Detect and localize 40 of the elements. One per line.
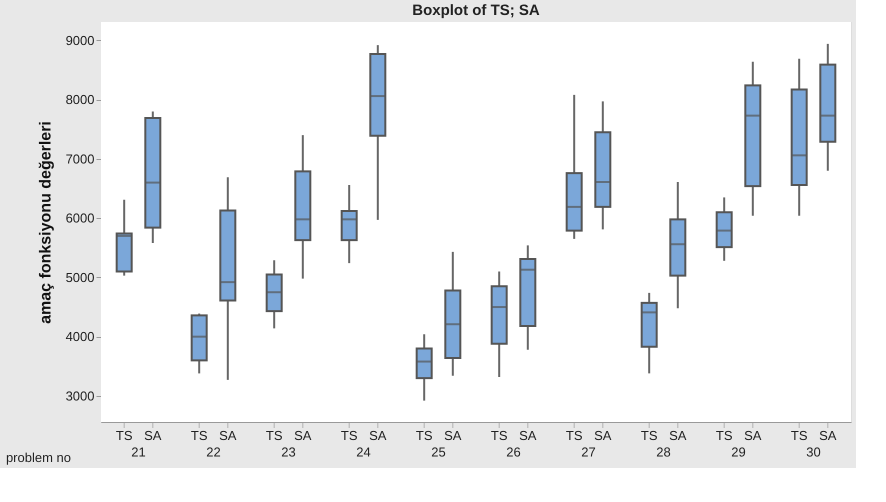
x-tick-label: SA	[444, 428, 462, 443]
text: 30	[806, 444, 821, 460]
x-tick-label: TS	[716, 428, 733, 443]
y-tick-label: 5000	[66, 270, 94, 285]
x-tick-label: SA	[744, 428, 762, 443]
y-tick-label: 7000	[66, 151, 94, 166]
x-tick-label: SA	[594, 428, 612, 443]
y-tick-label: 9000	[66, 32, 94, 48]
text: 22	[206, 444, 221, 460]
y-tick-label: 8000	[66, 92, 94, 108]
x-axis-title: problem no	[6, 450, 71, 465]
text: 25	[431, 444, 446, 460]
x-tick-label: TS	[116, 428, 133, 443]
text: 29	[731, 444, 746, 460]
x-tick-label: TS	[490, 428, 508, 443]
x-tick-label: SA	[369, 428, 387, 443]
y-tick-label: 4000	[66, 329, 94, 344]
text: 24	[356, 444, 371, 460]
x-tick-label: SA	[519, 428, 537, 443]
x-tick-label: TS	[790, 428, 808, 443]
chart-title: Boxplot of TS; SA	[412, 2, 540, 19]
x-tick-label: SA	[219, 428, 237, 443]
text: 28	[656, 444, 671, 460]
y-tick-label: 3000	[66, 388, 94, 404]
x-tick-label: SA	[144, 428, 162, 443]
text: 27	[581, 444, 596, 460]
x-tick-label: SA	[669, 428, 687, 443]
x-tick-label: TS	[266, 428, 283, 443]
x-tick-label: SA	[819, 428, 837, 443]
x-tick-label: TS	[640, 428, 658, 443]
x-tick-label: TS	[416, 428, 433, 443]
y-axis-title: amaç fonksiyonu değerleri	[38, 121, 55, 324]
x-tick-label: TS	[340, 428, 358, 443]
x-tick-label: SA	[294, 428, 312, 443]
x-tick-label: TS	[190, 428, 208, 443]
x-tick-label: TS	[566, 428, 583, 443]
text: 26	[506, 444, 521, 460]
y-tick-label: 6000	[66, 210, 94, 226]
text: 23	[281, 444, 296, 460]
text: 21	[131, 444, 146, 460]
